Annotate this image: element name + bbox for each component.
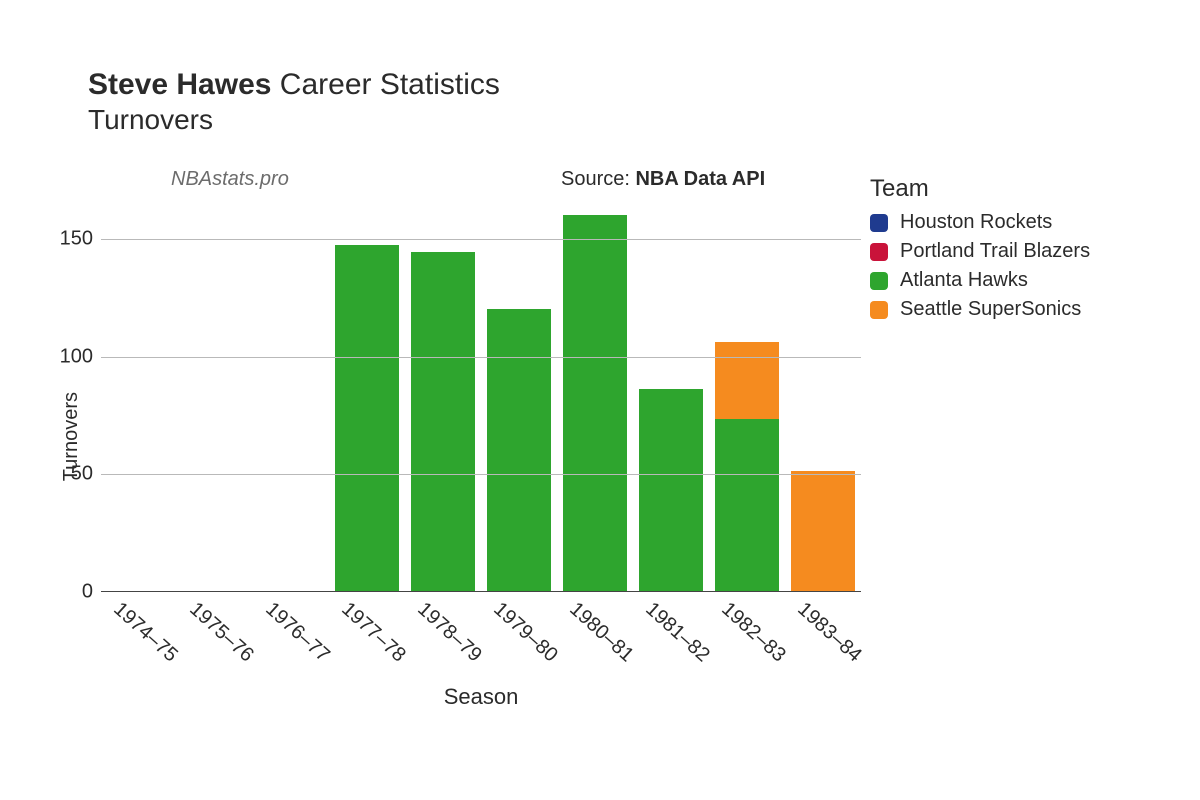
- title-suffix: Career Statistics: [280, 68, 500, 101]
- legend-item: Seattle SuperSonics: [870, 298, 1090, 321]
- xtick-label: 1978–79: [412, 598, 485, 667]
- source-attribution: Source: NBA Data API: [561, 168, 765, 191]
- gridline: [101, 239, 861, 240]
- xtick-label: 1979–80: [488, 598, 561, 667]
- bar-slot: [329, 192, 405, 591]
- legend: Team Houston Rockets Portland Trail Blaze…: [870, 175, 1090, 327]
- xtick-label: 1977–78: [336, 598, 409, 667]
- xtick-label: 1974–75: [108, 598, 181, 667]
- chart-title-block: Steve Hawes Career Statistics Turnovers: [88, 68, 1160, 136]
- xtick-labels: 1974–751975–761976–771977–781978–791979–…: [101, 592, 861, 732]
- bar-slot: [633, 192, 709, 591]
- xtick-label: 1982–83: [716, 598, 789, 667]
- xtick-label: 1980–81: [564, 598, 637, 667]
- bar-segment: [335, 245, 399, 591]
- meta-row: NBAstats.pro Source: NBA Data API: [151, 168, 861, 192]
- bar-slot: [177, 192, 253, 591]
- legend-item: Portland Trail Blazers: [870, 240, 1090, 263]
- bar-segment: [715, 342, 779, 420]
- bar-segment: [411, 252, 475, 591]
- legend-label: Houston Rockets: [900, 211, 1052, 234]
- bar-segment: [715, 419, 779, 591]
- legend-item: Houston Rockets: [870, 211, 1090, 234]
- bar-segment: [563, 215, 627, 591]
- plot-region: NBAstats.pro Source: NBA Data API 050100…: [101, 164, 861, 710]
- bar-segment: [487, 309, 551, 591]
- ytick-label: 0: [82, 581, 101, 604]
- bar-slot: [405, 192, 481, 591]
- ytick-label: 150: [60, 228, 101, 251]
- bar-slot: [253, 192, 329, 591]
- legend-label: Atlanta Hawks: [900, 269, 1028, 292]
- legend-swatch: [870, 301, 888, 319]
- legend-swatch: [870, 243, 888, 261]
- bar-slot: [101, 192, 177, 591]
- gridline: [101, 357, 861, 358]
- source-name: NBA Data API: [635, 168, 765, 190]
- bars-layer: [101, 192, 861, 591]
- bar-slot: [785, 192, 861, 591]
- bar-segment: [639, 389, 703, 591]
- xtick-label: 1981–82: [640, 598, 713, 667]
- xtick-label: 1975–76: [184, 598, 257, 667]
- bar-slot: [481, 192, 557, 591]
- bar-slot: [557, 192, 633, 591]
- watermark: NBAstats.pro: [171, 168, 289, 191]
- gridline: [101, 474, 861, 475]
- legend-label: Seattle SuperSonics: [900, 298, 1081, 321]
- chart-container: Steve Hawes Career Statistics Turnovers …: [0, 0, 1200, 800]
- legend-swatch: [870, 214, 888, 232]
- xtick-label: 1976–77: [260, 598, 333, 667]
- ytick-label: 100: [60, 345, 101, 368]
- legend-label: Portland Trail Blazers: [900, 240, 1090, 263]
- source-prefix: Source:: [561, 168, 635, 190]
- chart-title: Steve Hawes Career Statistics: [88, 68, 1160, 102]
- bar-slot: [709, 192, 785, 591]
- bar-segment: [791, 471, 855, 591]
- legend-item: Atlanta Hawks: [870, 269, 1090, 292]
- legend-title: Team: [870, 175, 1090, 203]
- legend-swatch: [870, 272, 888, 290]
- ytick-label: 50: [71, 463, 101, 486]
- player-name: Steve Hawes: [88, 68, 271, 101]
- plot-box: 050100150: [101, 192, 861, 592]
- xtick-label: 1983–84: [792, 598, 865, 667]
- chart-subtitle: Turnovers: [88, 104, 1160, 136]
